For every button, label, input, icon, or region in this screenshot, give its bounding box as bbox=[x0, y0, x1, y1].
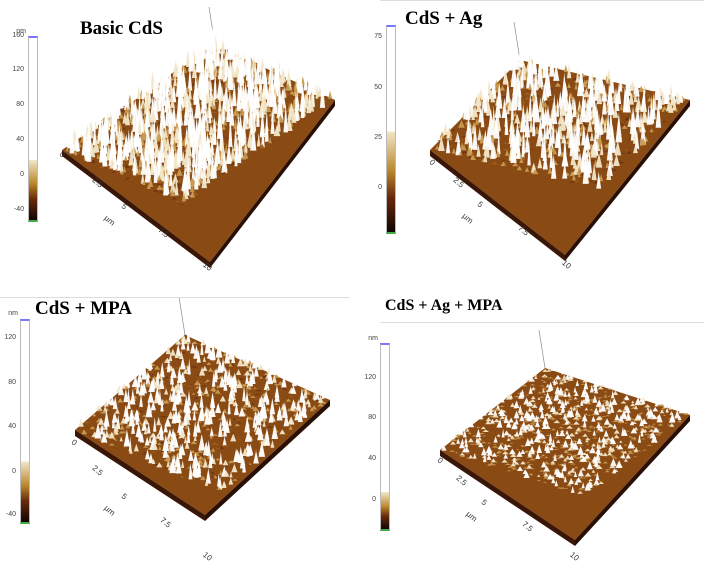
divider bbox=[0, 297, 350, 298]
colorbar-tick: 40 bbox=[8, 423, 16, 430]
colorbar bbox=[20, 319, 30, 524]
panel-title: Basic CdS bbox=[80, 18, 163, 39]
colorbar-tick: 75 bbox=[374, 33, 382, 40]
colorbar-tick: 0 bbox=[378, 184, 382, 191]
surface-features bbox=[441, 362, 691, 494]
panel-title: CdS + Ag bbox=[405, 8, 483, 29]
colorbar-tick: 0 bbox=[20, 171, 24, 178]
panel-title: CdS + MPA bbox=[35, 298, 133, 319]
colorbar-tick: 40 bbox=[368, 455, 376, 462]
panel-title: CdS + Ag + MPA bbox=[385, 297, 503, 314]
z-axis bbox=[178, 296, 186, 336]
colorbar-tick: 50 bbox=[374, 84, 382, 91]
colorbar-tick: 80 bbox=[8, 379, 16, 386]
colorbar-tick: 120 bbox=[4, 334, 16, 341]
colorbar-tick: 120 bbox=[12, 66, 24, 73]
z-axis bbox=[513, 21, 521, 61]
colorbar-tick: 0 bbox=[372, 496, 376, 503]
surface-side bbox=[440, 450, 575, 546]
surface-side bbox=[430, 150, 565, 261]
colorbar-tick: -40 bbox=[13, 206, 24, 213]
colorbar-tick: 25 bbox=[374, 134, 382, 141]
colorbar-tick: 40 bbox=[16, 136, 24, 143]
colorbar-unit: nm bbox=[16, 28, 26, 35]
colorbar-tick: 80 bbox=[368, 414, 376, 421]
surface-side bbox=[210, 100, 335, 268]
z-axis bbox=[538, 329, 546, 369]
surface-features bbox=[434, 37, 686, 189]
surface-features bbox=[78, 331, 328, 490]
colorbar-tick: -40 bbox=[5, 511, 16, 518]
colorbar-tick: 0 bbox=[12, 468, 16, 475]
surface-side bbox=[62, 150, 210, 268]
colorbar bbox=[380, 343, 390, 531]
colorbar bbox=[28, 36, 38, 222]
surface-features bbox=[65, 18, 333, 205]
colorbar-unit: nm bbox=[368, 335, 378, 342]
surface-side bbox=[575, 415, 690, 546]
surface-side bbox=[75, 430, 205, 521]
colorbar-unit: nm bbox=[8, 310, 18, 317]
surface-side bbox=[565, 100, 690, 261]
divider bbox=[380, 0, 704, 1]
colorbar-tick: 160 bbox=[12, 32, 24, 39]
divider bbox=[380, 322, 704, 323]
surface-side bbox=[205, 400, 330, 521]
colorbar-tick: 120 bbox=[364, 374, 376, 381]
colorbar bbox=[386, 25, 396, 234]
colorbar-tick: 80 bbox=[16, 101, 24, 108]
